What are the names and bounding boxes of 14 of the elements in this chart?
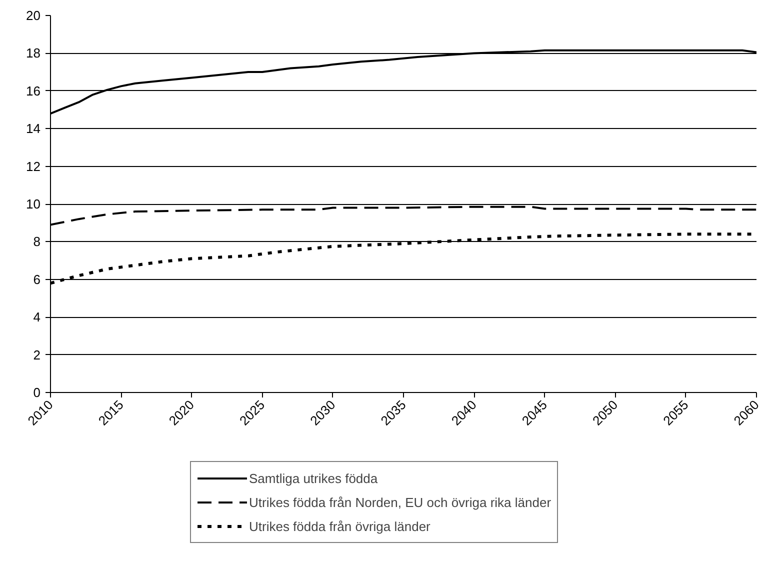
y-tick-label: 20 <box>26 8 41 23</box>
y-tick-label: 10 <box>26 196 41 212</box>
y-tick-label: 0 <box>33 385 41 400</box>
y-tick-label: 2 <box>33 347 41 362</box>
y-tick-label: 4 <box>33 310 41 325</box>
y-tick-label: 18 <box>26 46 41 61</box>
y-tick-label: 8 <box>33 234 41 250</box>
y-tick-label: 16 <box>26 83 41 98</box>
y-tick-label: 6 <box>33 272 41 287</box>
y-tick-label: 14 <box>26 121 41 136</box>
y-tick-label: 12 <box>26 158 41 174</box>
legend-label: Utrikes födda från Norden, EU och övriga rika länder <box>249 494 552 510</box>
legend-label: Utrikes födda från övriga länder <box>249 518 430 534</box>
legend-label: Samtliga utrikes födda <box>249 470 378 486</box>
